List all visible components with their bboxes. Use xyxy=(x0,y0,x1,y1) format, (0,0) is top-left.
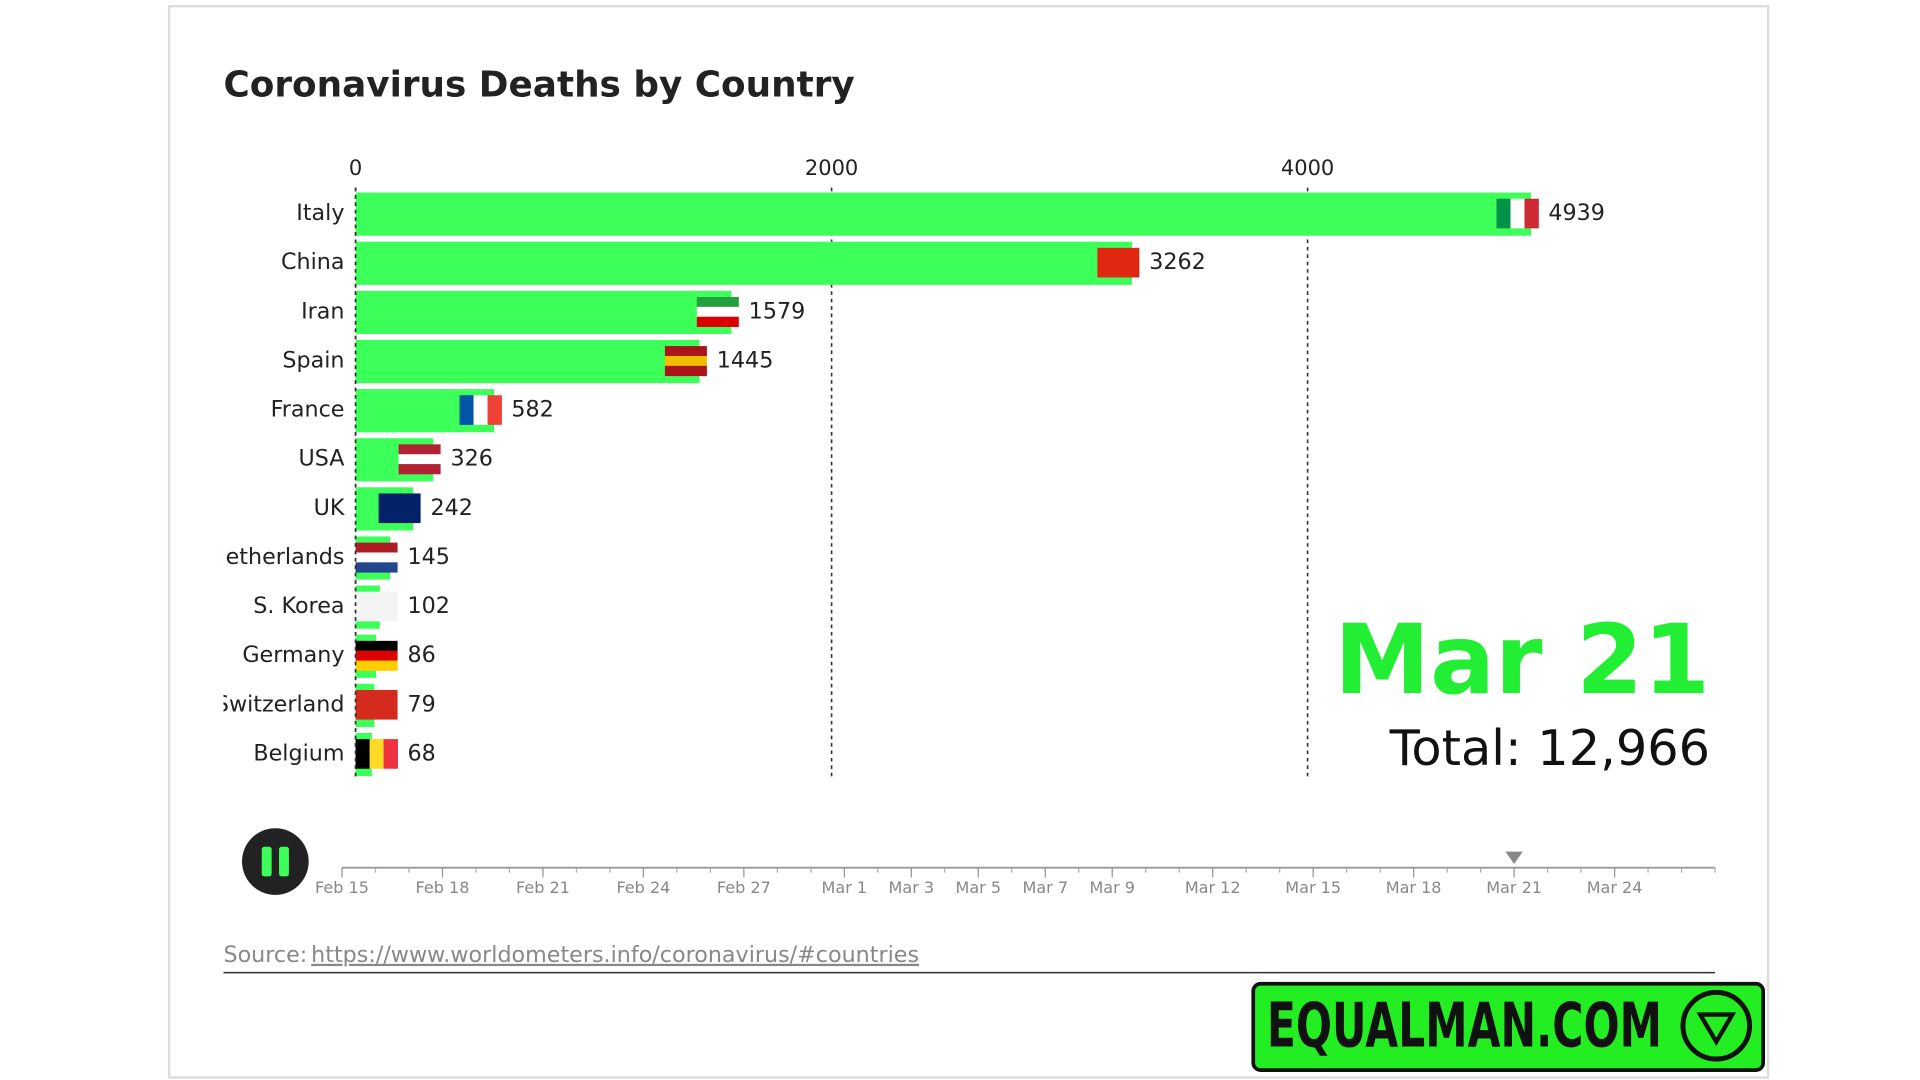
pause-bar xyxy=(261,846,272,877)
logo-icon xyxy=(1696,1012,1737,1046)
timeline-tick-label: Mar 18 xyxy=(1386,878,1442,897)
timeline-tick-label: Mar 12 xyxy=(1185,878,1241,897)
timeline-tick-label: Feb 15 xyxy=(315,878,369,897)
source-link[interactable]: https://www.worldometers.info/coronaviru… xyxy=(311,942,919,968)
y-tick-label: Spain xyxy=(282,347,344,373)
pause-circle[interactable] xyxy=(242,828,309,895)
value-label: 326 xyxy=(450,446,492,472)
logo-box xyxy=(1251,981,1766,1072)
y-tick-label: USA xyxy=(298,446,345,472)
flag xyxy=(355,591,398,622)
y-tick-label: Iran xyxy=(301,298,344,324)
play-button[interactable] xyxy=(242,828,309,895)
labels: Italy China Iran Spain France USA UK Netherland… xyxy=(209,200,346,766)
flag xyxy=(355,650,398,661)
bar xyxy=(355,192,1532,236)
logo-icon xyxy=(1680,989,1753,1062)
flag xyxy=(1524,198,1539,229)
flag xyxy=(378,493,421,524)
flag xyxy=(398,464,441,475)
current-date: Mar 21 xyxy=(1334,604,1710,716)
flag xyxy=(355,552,398,563)
flag xyxy=(1097,247,1140,278)
timeline-tick-label: Feb 18 xyxy=(416,878,470,897)
y-tick-label: Italy xyxy=(296,200,344,226)
y-tick-label: Belgium xyxy=(253,740,344,766)
flag xyxy=(355,739,370,769)
flag xyxy=(369,739,384,769)
flag xyxy=(1510,198,1525,229)
timeline-tick-label: Mar 15 xyxy=(1285,878,1341,897)
x-tick-label: 0 xyxy=(349,156,362,180)
y-tick-label: UK xyxy=(314,495,346,521)
flag xyxy=(487,395,502,425)
timeline-tick-label: Mar 5 xyxy=(956,878,1002,897)
flag xyxy=(473,395,488,425)
x-tick-label: 4000 xyxy=(1281,156,1334,180)
y-tick-label: Netherlands xyxy=(209,544,344,570)
timeline-tick-label: Mar 9 xyxy=(1089,878,1135,897)
flag xyxy=(696,316,739,327)
y-tick-label: China xyxy=(281,249,344,275)
value-label: 79 xyxy=(407,691,435,717)
bar xyxy=(355,290,732,334)
timeline-tick-label: Mar 1 xyxy=(822,878,868,897)
flag xyxy=(696,306,739,318)
timeline-tick-label: Mar 3 xyxy=(889,878,935,897)
timeline-tick-label: Feb 27 xyxy=(717,878,771,897)
flag xyxy=(664,346,707,357)
value-label: 582 xyxy=(511,397,553,423)
logo-text: EQUALMAN.COM xyxy=(1267,989,1662,1061)
flag xyxy=(459,395,474,425)
value-label: 86 xyxy=(407,642,435,668)
value-label: 1445 xyxy=(717,347,774,373)
flag xyxy=(355,660,398,671)
y-tick-label: Switzerland xyxy=(215,691,345,717)
timeline-tick-label: Mar 21 xyxy=(1486,878,1542,897)
bar xyxy=(355,241,1132,285)
timeline-tick-label: Feb 24 xyxy=(616,878,670,897)
flag xyxy=(398,454,441,465)
timeline-marker xyxy=(1505,851,1523,864)
value-label: 4939 xyxy=(1548,200,1605,226)
total: Total: 12,966 xyxy=(1389,719,1710,777)
flag xyxy=(383,739,398,769)
timeline-tick-label: Mar 7 xyxy=(1022,878,1068,897)
bar xyxy=(355,339,700,384)
y-tick-label: S. Korea xyxy=(253,593,344,619)
source-prefix: Source: xyxy=(223,942,307,968)
y-tick-label: France xyxy=(271,397,345,423)
card xyxy=(167,4,1770,1079)
flag xyxy=(355,689,398,720)
flag xyxy=(664,355,707,367)
value-label: 242 xyxy=(430,495,472,521)
flag xyxy=(355,640,398,652)
value-label: 145 xyxy=(407,544,449,570)
value-label: 1579 xyxy=(749,298,806,324)
flag xyxy=(355,562,398,573)
flag xyxy=(1496,198,1511,229)
flag xyxy=(696,296,739,308)
pause-bar xyxy=(279,846,289,877)
x-tick-label: 2000 xyxy=(805,156,858,180)
chart-title: Coronavirus Deaths by Country xyxy=(223,64,854,105)
timeline-tick-label: Mar 24 xyxy=(1587,878,1643,897)
value-label: 68 xyxy=(407,740,435,766)
value-label: 3262 xyxy=(1149,249,1206,275)
flag xyxy=(664,365,707,377)
timeline-tick-label: Feb 21 xyxy=(516,878,570,897)
y-tick-label: Germany xyxy=(242,642,344,668)
flag xyxy=(398,444,441,455)
flag xyxy=(355,542,398,553)
value-label: 102 xyxy=(407,593,449,619)
